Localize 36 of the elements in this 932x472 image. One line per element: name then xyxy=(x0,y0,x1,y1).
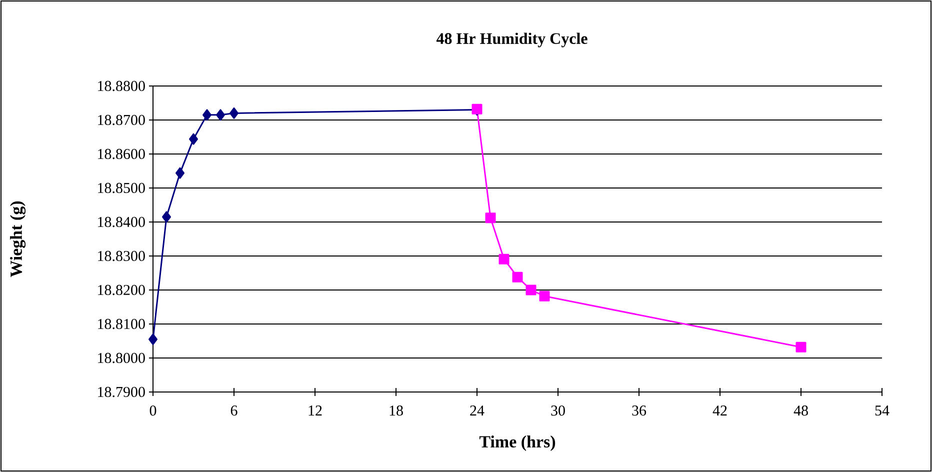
point xyxy=(498,254,510,264)
x-tick-label: 24 xyxy=(470,406,484,416)
y-tick-label: 18.8800 xyxy=(98,80,145,92)
x-tick-label: 54 xyxy=(875,406,890,416)
x-tick-label: 12 xyxy=(308,406,322,416)
point xyxy=(230,107,238,119)
x-axis-title: Time (hrs) xyxy=(479,436,556,451)
y-tick-label: 18.8200 xyxy=(98,284,145,296)
point xyxy=(526,284,536,296)
point xyxy=(539,290,550,302)
x-tick-label: 48 xyxy=(794,406,808,416)
x-tick-label: 42 xyxy=(712,406,727,416)
y-tick-label: 18.8400 xyxy=(98,216,145,228)
x-tick-label: 30 xyxy=(551,406,565,416)
point xyxy=(202,109,212,121)
y-axis-title: Wieght (g) xyxy=(10,201,26,278)
point xyxy=(189,133,198,145)
point xyxy=(485,212,496,224)
x-tick-label: 18 xyxy=(390,406,403,416)
x-tick-label: 6 xyxy=(230,406,238,416)
y-tick-label: 18.8000 xyxy=(98,352,145,364)
x-tick-label: 0 xyxy=(150,406,156,416)
point xyxy=(162,211,171,223)
point xyxy=(148,334,158,346)
point xyxy=(176,167,184,179)
y-tick-label: 18.8600 xyxy=(98,148,145,160)
x-tick-label: 36 xyxy=(632,406,646,416)
y-tick-label: 18.8100 xyxy=(98,318,145,330)
point xyxy=(512,272,523,282)
y-tick-label: 18.7900 xyxy=(98,386,145,398)
y-tick-label: 18.8300 xyxy=(98,250,145,262)
point xyxy=(216,109,225,121)
chart-title: 48 Hr Humidity Cycle xyxy=(436,32,588,48)
y-tick-label: 18.8500 xyxy=(98,182,145,194)
y-tick-label: 18.8700 xyxy=(98,114,145,126)
point xyxy=(796,342,806,352)
